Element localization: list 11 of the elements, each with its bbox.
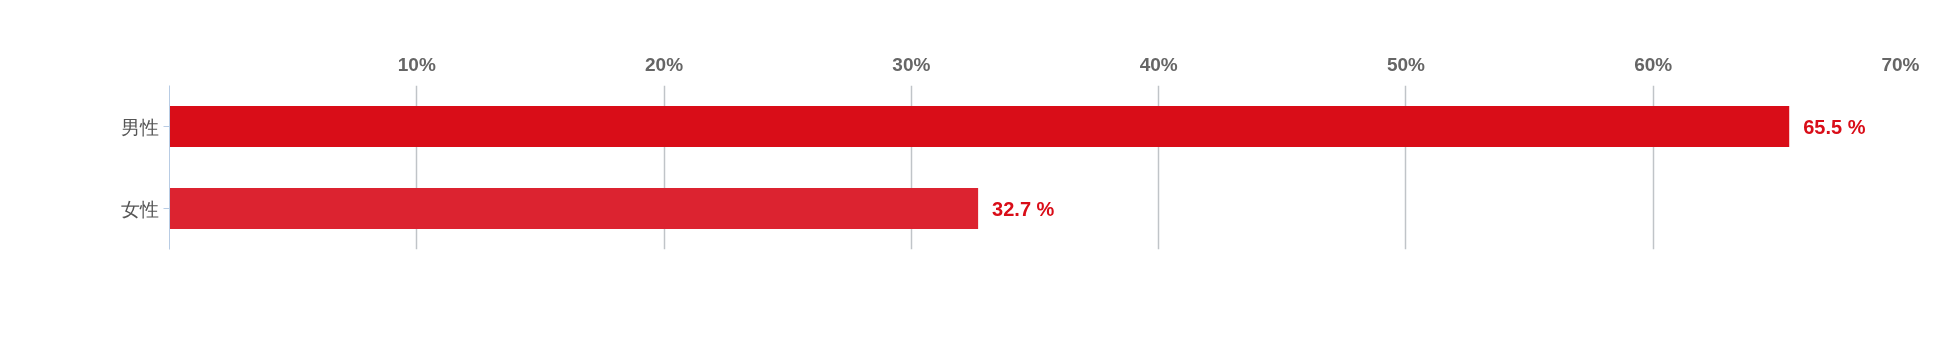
y-tick-label: 女性 bbox=[120, 197, 159, 220]
x-tick-label: 70% bbox=[1881, 53, 1920, 75]
data-label: 32.7 % bbox=[992, 197, 1055, 220]
x-tick-label: 10% bbox=[397, 53, 436, 75]
x-tick-label: 40% bbox=[1139, 53, 1178, 75]
x-tick-label: 20% bbox=[645, 53, 684, 75]
x-tick-label: 30% bbox=[892, 53, 931, 75]
x-tick-label: 60% bbox=[1634, 53, 1673, 75]
x-tick-label: 50% bbox=[1386, 53, 1426, 75]
y-tick-label: 男性 bbox=[120, 115, 159, 138]
data-label: 65.5 % bbox=[1803, 115, 1866, 138]
